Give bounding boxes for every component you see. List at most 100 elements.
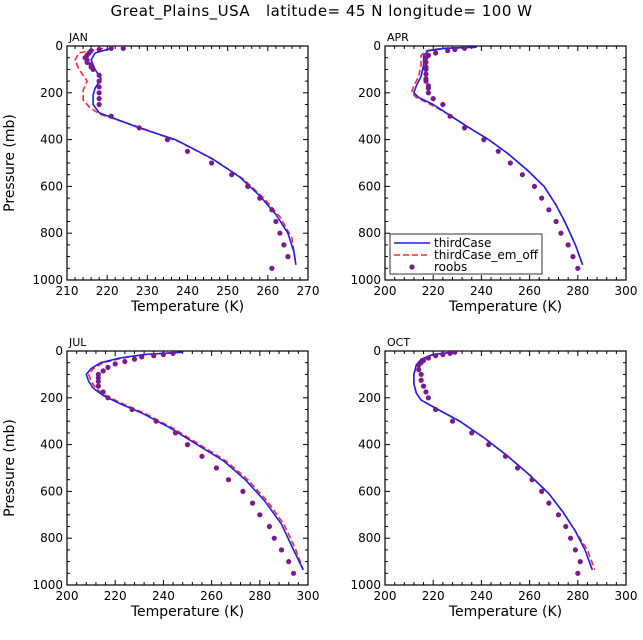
y-tick-label: 400 — [358, 438, 381, 452]
roobs-point — [416, 367, 422, 373]
roobs-point — [423, 66, 429, 72]
roobs-point — [514, 465, 521, 471]
roobs-point — [555, 512, 562, 518]
roobs-point — [486, 442, 492, 448]
roobs-point — [95, 383, 101, 389]
roobs-point — [273, 218, 279, 225]
roobs-point — [570, 254, 576, 260]
roobs-point — [447, 113, 453, 119]
roobs-point — [565, 242, 571, 248]
roobs-point — [418, 371, 424, 377]
roobs-point — [108, 113, 114, 119]
y-tick-label: 0 — [373, 344, 381, 358]
series-thirdCase-em-off — [413, 351, 596, 571]
y-tick-label: 400 — [40, 133, 63, 147]
roobs-point — [136, 125, 142, 131]
roobs-point — [416, 362, 422, 368]
roobs-point — [418, 377, 424, 383]
roobs-point — [229, 172, 235, 178]
x-tick-label: 230 — [136, 284, 159, 298]
roobs-point — [184, 442, 191, 448]
plot-data — [410, 46, 584, 271]
roobs-point — [96, 84, 102, 90]
roobs-point — [105, 364, 111, 370]
y-tick-label: 0 — [55, 344, 63, 358]
roobs-point — [495, 148, 501, 154]
x-tick-label: 300 — [615, 284, 638, 298]
legend-label: thirdCase_em_off — [434, 248, 539, 262]
legend-box — [389, 233, 543, 275]
x-tick-label: 240 — [176, 284, 199, 298]
x-tick-label: 280 — [248, 589, 271, 603]
roobs-point — [575, 570, 581, 576]
y-tick-label: 800 — [358, 226, 381, 240]
roobs-point — [440, 101, 446, 108]
x-tick-label: 270 — [297, 284, 320, 298]
roobs-point — [445, 48, 451, 54]
y-tick-label: 600 — [40, 179, 63, 193]
roobs-point — [285, 254, 291, 260]
roobs-point — [546, 207, 552, 213]
roobs-point — [96, 96, 102, 102]
roobs-point — [278, 547, 285, 553]
roobs-point — [575, 265, 581, 271]
x-tick-label: 260 — [200, 589, 223, 603]
roobs-point — [112, 361, 118, 367]
y-tick-label: 400 — [358, 133, 381, 147]
y-tick-label: 600 — [358, 484, 381, 498]
roobs-point — [170, 351, 176, 356]
roobs-point — [546, 500, 552, 506]
roobs-point — [507, 160, 513, 166]
roobs-point — [96, 46, 102, 53]
panel-label: JAN — [68, 31, 88, 44]
y-tick-label: 200 — [40, 86, 63, 100]
x-tick-label: 240 — [470, 284, 493, 298]
roobs-point — [290, 570, 297, 576]
roobs-point — [120, 46, 126, 51]
roobs-point — [469, 430, 475, 436]
roobs-point — [452, 351, 458, 355]
roobs-point — [452, 46, 458, 53]
roobs-point — [139, 354, 145, 360]
plot-frame — [66, 350, 309, 586]
y-tick-label: 800 — [40, 531, 63, 545]
roobs-point — [249, 500, 256, 506]
roobs-point — [164, 137, 171, 143]
roobs-point — [519, 172, 525, 178]
x-tick-label: 260 — [256, 284, 279, 298]
roobs-point — [502, 453, 509, 459]
roobs-point — [423, 389, 429, 395]
y-tick-label: 800 — [40, 226, 63, 240]
plot-data — [74, 46, 297, 271]
roobs-point — [430, 96, 436, 102]
x-tick-label: 260 — [518, 284, 541, 298]
roobs-point — [461, 46, 468, 51]
legend-swatch-roobs — [409, 264, 415, 270]
x-tick-label: 280 — [566, 589, 589, 603]
x-tick-label: 210 — [56, 284, 79, 298]
roobs-point — [213, 465, 220, 471]
roobs-point — [245, 183, 251, 189]
x-axis-label: Temperature (K) — [448, 604, 562, 620]
y-tick-label: 200 — [358, 391, 381, 405]
x-tick-label: 220 — [104, 589, 127, 603]
roobs-point — [433, 353, 439, 359]
figure-title: Great_Plains_USA latitude= 45 N longitud… — [110, 2, 533, 20]
roobs-point — [90, 66, 96, 72]
roobs-point — [108, 46, 114, 51]
y-tick-label: 1000 — [350, 273, 381, 287]
roobs-point — [269, 207, 275, 213]
roobs-point — [539, 488, 545, 494]
roobs-point — [209, 160, 215, 166]
x-tick-label: 200 — [374, 589, 397, 603]
roobs-point — [539, 195, 545, 201]
x-tick-label: 220 — [422, 284, 445, 298]
roobs-point — [131, 356, 138, 362]
roobs-point — [420, 383, 427, 389]
x-tick-label: 200 — [374, 284, 397, 298]
roobs-point — [449, 418, 456, 424]
panel-jan: 210 220 230 240 250 260 270 0 200 400 600 800 1000 Te… — [2, 31, 319, 315]
y-tick-label: 1000 — [350, 578, 381, 592]
roobs-point — [529, 477, 535, 483]
legend-label: thirdCase — [434, 236, 491, 250]
